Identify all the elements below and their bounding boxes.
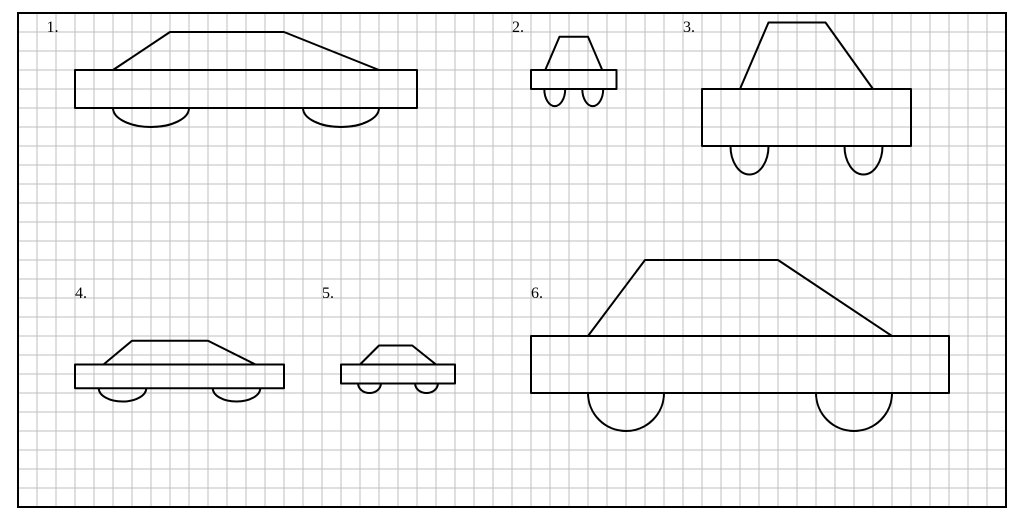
car-label-3: 3. — [683, 19, 695, 36]
car-label-2: 2. — [512, 19, 524, 36]
diagram-svg: 1. 2. 3. 4. 5. 6. — [0, 0, 1024, 519]
car-label-4: 4. — [75, 285, 87, 302]
car-label-6: 6. — [531, 285, 543, 302]
car-label-1: 1. — [47, 19, 59, 36]
car-label-5: 5. — [322, 285, 334, 302]
diagram-stage: 1. 2. 3. 4. 5. 6. — [0, 0, 1024, 519]
